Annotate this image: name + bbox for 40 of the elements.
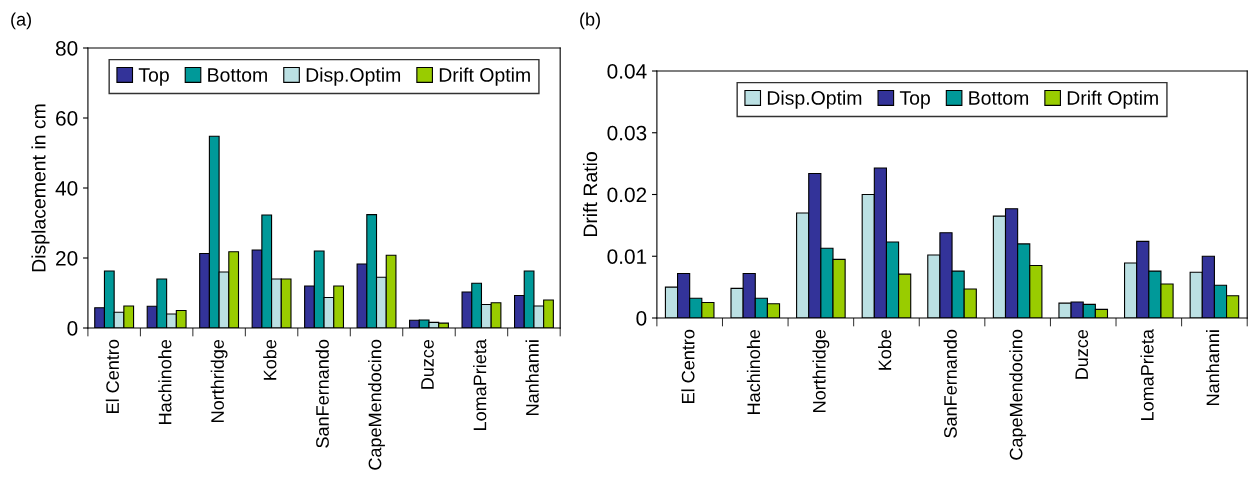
- x-tick-label: Northridge: [210, 339, 228, 422]
- text: (a): [11, 12, 31, 30]
- x-tick-label: Duzce: [1075, 329, 1089, 379]
- y-tick-label: 0: [67, 321, 78, 336]
- x-tick-label: CapeMendocino: [368, 339, 385, 470]
- legend-label: Top: [899, 91, 930, 109]
- legend-label: Drift Optim: [439, 67, 530, 86]
- x-tick-label: Northridge: [812, 329, 830, 412]
- legend-label: Bottom: [969, 91, 1029, 105]
- x-tick-label: Kobe: [878, 329, 892, 370]
- text: (b): [580, 12, 600, 30]
- x-tick-label: El Centro: [105, 339, 119, 413]
- x-tick-label: Hachinohe: [746, 329, 761, 414]
- y-tick-label: 80: [55, 41, 78, 56]
- x-tick-label: LomaPrieta: [473, 339, 487, 430]
- y-tick-label: 0.01: [607, 249, 647, 264]
- legend-label: Bottom: [208, 68, 267, 82]
- y-tick-label: 0.02: [607, 187, 647, 203]
- x-tick-label: CapeMendocino: [1009, 329, 1027, 460]
- x-tick-label: SanFernando: [315, 339, 329, 448]
- y-tick-label: 60: [56, 111, 78, 126]
- legend-label: Top: [138, 68, 169, 86]
- y-tick-label: 0: [636, 311, 647, 326]
- x-tick-label: Nanhanni: [525, 340, 539, 415]
- x-tick-label: El Centro: [681, 329, 695, 403]
- x-tick-label: Kobe: [263, 339, 277, 380]
- y-tick-label: 0.04: [607, 64, 647, 79]
- x-tick-label: SanFernando: [943, 329, 957, 438]
- y-tick-label: 0.03: [607, 125, 647, 141]
- legend-label: Disp.Optim: [767, 90, 862, 109]
- y-tick-label: 40: [55, 181, 78, 196]
- x-tick-label: Nanhanni: [1206, 330, 1220, 405]
- x-tick-label: Duzce: [421, 339, 434, 389]
- x-tick-label: LomaPrieta: [1140, 329, 1154, 420]
- legend-label: Drift Optim: [1067, 90, 1158, 109]
- x-tick-label: Hachinohe: [158, 339, 172, 424]
- legend-label: Disp.Optim: [306, 67, 401, 86]
- y-tick-label: 20: [56, 251, 78, 266]
- y-axis-title: Drift Ratio: [582, 152, 598, 237]
- y-axis-title: Displacement in cm: [31, 104, 50, 272]
